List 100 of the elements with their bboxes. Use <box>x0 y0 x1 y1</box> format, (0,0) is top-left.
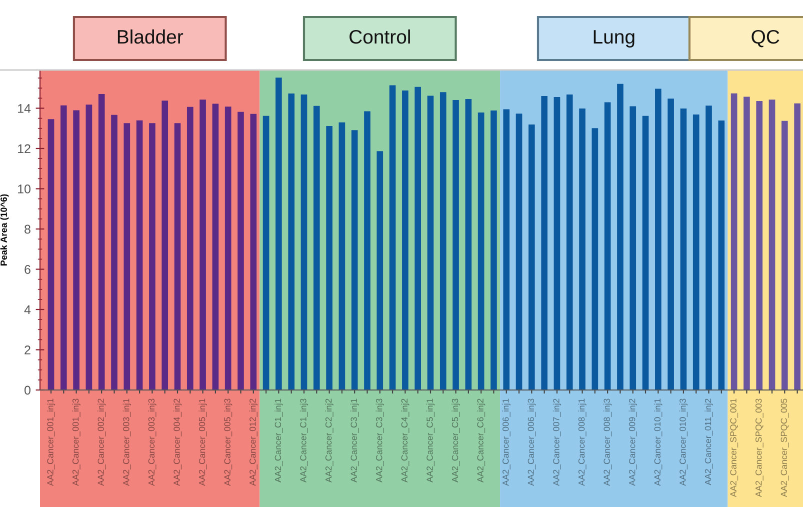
bar <box>124 123 130 390</box>
x-tick-label: AA2_Cancer_011_inj2 <box>704 398 713 486</box>
bar <box>288 94 294 390</box>
x-tick-label: AA2_Cancer_004_inj2 <box>173 398 182 486</box>
bar <box>364 111 370 390</box>
bar <box>186 106 194 390</box>
x-tick-label: AA2_Cancer_009_inj2 <box>628 398 637 486</box>
bar <box>756 100 763 390</box>
bar <box>541 96 548 390</box>
bar <box>692 114 700 390</box>
x-tick-label: AA2_Cancer_006_inj3 <box>528 398 536 486</box>
bar <box>238 112 244 390</box>
bar <box>313 106 320 390</box>
bar <box>300 94 308 390</box>
x-tick-label: AA2_Cancer_003_inj3 <box>148 398 156 486</box>
bar <box>554 96 560 390</box>
bar <box>566 94 573 390</box>
bar <box>73 110 80 390</box>
bar <box>516 114 522 390</box>
bar <box>478 112 484 390</box>
bar <box>642 116 649 390</box>
text: Lung <box>594 30 634 48</box>
bar <box>351 130 358 390</box>
text: Bladder <box>118 29 184 44</box>
bar <box>680 108 687 390</box>
x-tick-label: AA2_Cancer_C5_inj1 <box>426 398 435 482</box>
bar <box>48 119 54 390</box>
bar <box>86 104 92 390</box>
x-tick-label: AA2_Cancer_007_inj2 <box>552 398 562 486</box>
bar <box>668 98 674 390</box>
y-tick-label: 12 <box>18 144 30 154</box>
bar <box>744 96 750 390</box>
bar <box>262 116 270 390</box>
bar <box>402 90 408 390</box>
bar <box>706 106 712 390</box>
y-tick-label: 4 <box>24 305 31 314</box>
bar <box>212 104 219 390</box>
bar <box>718 120 725 390</box>
bar <box>60 105 67 390</box>
x-tick-label: AA2_Cancer_SPQC_005 <box>780 398 789 498</box>
x-tick-label: AA2_Cancer_010_inj3 <box>679 398 688 486</box>
bar <box>452 100 459 390</box>
bar <box>617 84 624 390</box>
text: QC <box>752 30 780 48</box>
bar <box>440 92 446 390</box>
bar <box>528 124 535 390</box>
bar <box>592 128 598 390</box>
y-tick-label: 6 <box>24 265 30 274</box>
x-tick-label: AA2_Cancer_003_inj1 <box>122 398 131 486</box>
bar <box>427 96 434 390</box>
bar <box>465 98 472 390</box>
x-tick-label: AA2_Cancer_C5_inj3 <box>452 398 460 482</box>
bar <box>111 114 118 390</box>
y-tick-label: 8 <box>24 224 30 234</box>
x-tick-label: AA2_Cancer_C4_inj2 <box>401 398 410 482</box>
bar <box>376 151 384 390</box>
bar <box>136 120 143 390</box>
bar <box>630 106 636 390</box>
y-tick-label: 0 <box>24 386 30 395</box>
y-tick-label: 10 <box>18 184 30 194</box>
x-tick-label: AA2_Cancer_012_inj2 <box>249 398 258 486</box>
x-tick-label: AA2_Cancer_SPQC_001 <box>730 398 738 498</box>
y-axis-title: Peak Area (10^6) <box>0 194 9 266</box>
bar <box>604 102 611 390</box>
x-tick-label: AA2_Cancer_C6_inj2 <box>477 398 486 482</box>
x-tick-label: AA2_Cancer_005_inj1 <box>198 398 207 486</box>
bar <box>276 78 282 390</box>
x-tick-label: AA2_Cancer_008_inj1 <box>578 398 586 486</box>
x-tick-label: AA2_Cancer_C2_inj2 <box>325 398 334 482</box>
bar <box>174 123 181 390</box>
bar <box>338 122 346 390</box>
bar <box>162 100 168 390</box>
x-tick-label: AA2_Cancer_C3_inj1 <box>350 398 359 482</box>
x-tick-label: AA2_Cancer_SPQC_003 <box>756 398 764 498</box>
bar <box>326 126 332 390</box>
bar <box>794 103 800 390</box>
x-tick-label: AA2_Cancer_001_inj1 <box>46 398 56 486</box>
bar <box>224 106 232 390</box>
bar <box>98 94 105 390</box>
y-tick-label: 2 <box>24 346 30 354</box>
x-tick-label: AA2_Cancer_C3_inj3 <box>376 398 384 482</box>
bar <box>149 123 156 390</box>
bar <box>503 109 510 390</box>
bar <box>250 114 257 390</box>
x-tick-label: AA2_Cancer_002_inj2 <box>98 398 106 486</box>
bar <box>730 93 738 390</box>
bar <box>655 88 662 390</box>
x-tick-label: AA2_Cancer_008_inj3 <box>603 398 612 486</box>
bar <box>490 110 497 390</box>
bar <box>200 100 206 390</box>
bar <box>414 86 421 390</box>
x-tick-label: AA2_Cancer_006_inj1 <box>502 398 510 486</box>
x-tick-label: AA2_Cancer_010_inj1 <box>654 398 662 486</box>
x-tick-label: AA2_Cancer_C1_inj3 <box>300 398 308 482</box>
bar <box>768 100 776 390</box>
x-tick-label: AA2_Cancer_001_inj3 <box>72 398 80 486</box>
bar <box>781 120 788 390</box>
bar <box>389 85 396 390</box>
text: Control <box>350 29 410 44</box>
bar <box>579 108 586 390</box>
